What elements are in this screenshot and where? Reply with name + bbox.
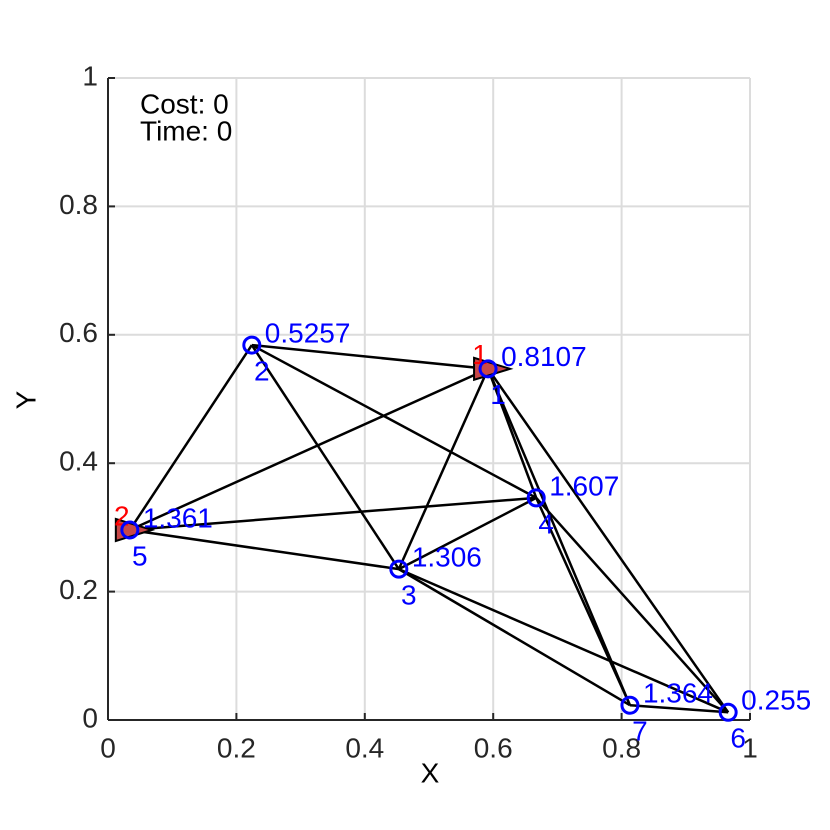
edge (129, 528, 400, 571)
node-value: 1.361 (143, 502, 213, 533)
x-tick-label: 0.6 (474, 732, 513, 763)
node (389, 559, 409, 579)
node-id: 4 (538, 508, 554, 539)
node-id: 2 (254, 355, 270, 386)
edge (398, 496, 537, 571)
node-value: 0.8107 (501, 341, 587, 372)
y-tick-label: 0.2 (59, 574, 98, 605)
y-tick-label: 1 (82, 60, 98, 91)
node-id: 5 (132, 540, 148, 571)
node-value: 1.607 (549, 470, 619, 501)
edge (486, 368, 632, 706)
annotation: Cost: 0 (140, 88, 229, 119)
edge (129, 367, 489, 532)
x-tick-label: 0.8 (602, 732, 641, 763)
x-tick-label: 0 (100, 732, 116, 763)
edge (535, 497, 730, 714)
node-id: 3 (401, 580, 417, 611)
edge (128, 344, 253, 531)
edge (397, 368, 490, 570)
y-axis-title: Y (10, 390, 41, 409)
x-tick-label: 0.2 (217, 732, 256, 763)
edge (487, 368, 730, 714)
node (242, 335, 262, 355)
node (718, 702, 738, 722)
y-tick-label: 0 (82, 702, 98, 733)
node-value: 0.5257 (265, 317, 351, 348)
edge (250, 344, 400, 570)
edge (251, 343, 537, 499)
node-id: 1 (490, 379, 506, 410)
x-axis-title: X (421, 757, 440, 788)
y-tick-label: 0.6 (59, 317, 98, 348)
node (120, 520, 140, 540)
y-tick-label: 0.4 (59, 446, 98, 477)
edge (251, 343, 489, 371)
edge (398, 567, 729, 714)
node-value: 0.255 (741, 685, 811, 716)
node (526, 488, 546, 508)
node (620, 695, 640, 715)
edge (535, 497, 632, 706)
x-tick-label: 1 (742, 732, 758, 763)
x-tick-label: 0.4 (345, 732, 384, 763)
node-value: 1.364 (643, 678, 713, 709)
node-id: 6 (730, 723, 746, 754)
node-value: 1.306 (412, 542, 482, 573)
edge (629, 703, 729, 714)
annotation: Time: 0 (140, 115, 232, 146)
node-id: 7 (632, 716, 648, 747)
edge (129, 496, 537, 532)
y-tick-label: 0.8 (59, 189, 98, 220)
node (478, 359, 498, 379)
edge (398, 568, 631, 707)
